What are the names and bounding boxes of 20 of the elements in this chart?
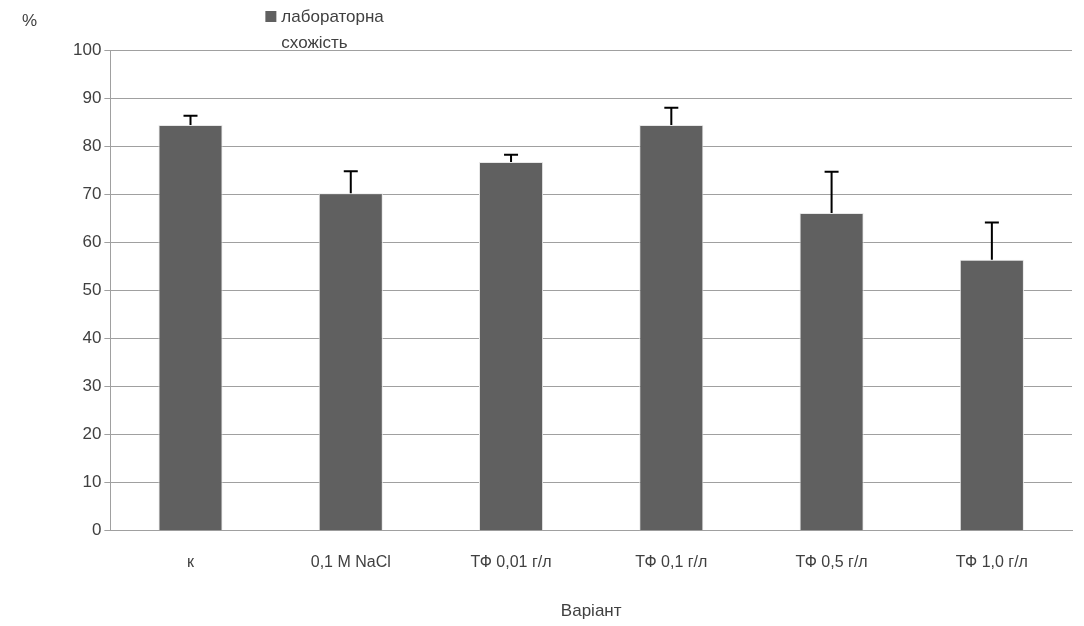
x-tick-label: ТФ 1,0 г/л bbox=[955, 552, 1028, 570]
y-tick-label: 50 bbox=[82, 280, 102, 300]
y-axis-title: % bbox=[22, 11, 38, 30]
x-tick-label: ТФ 0,1 г/л bbox=[635, 552, 708, 570]
x-tick-label: ТФ 0,5 г/л bbox=[795, 552, 868, 570]
x-tick-label: 0,1 M NaCl bbox=[310, 552, 391, 570]
x-tick-label: к bbox=[187, 552, 195, 570]
y-tick-label: 90 bbox=[82, 87, 102, 107]
y-tick-label: 100 bbox=[72, 39, 102, 59]
y-tick-label: 70 bbox=[82, 183, 102, 203]
y-tick-label: 20 bbox=[82, 424, 102, 444]
y-tick-label: 10 bbox=[82, 472, 102, 492]
y-tick-label: 0 bbox=[91, 520, 102, 540]
x-axis-title: Варіант bbox=[560, 601, 622, 620]
y-tick-label: 30 bbox=[82, 376, 102, 396]
y-tick-label: 60 bbox=[82, 232, 102, 252]
y-tick-label: 40 bbox=[82, 328, 102, 348]
x-tick-label: ТФ 0,01 г/л bbox=[470, 552, 552, 570]
y-tick-label: 80 bbox=[82, 135, 102, 155]
legend-label: лабораторна схожість bbox=[281, 7, 385, 52]
